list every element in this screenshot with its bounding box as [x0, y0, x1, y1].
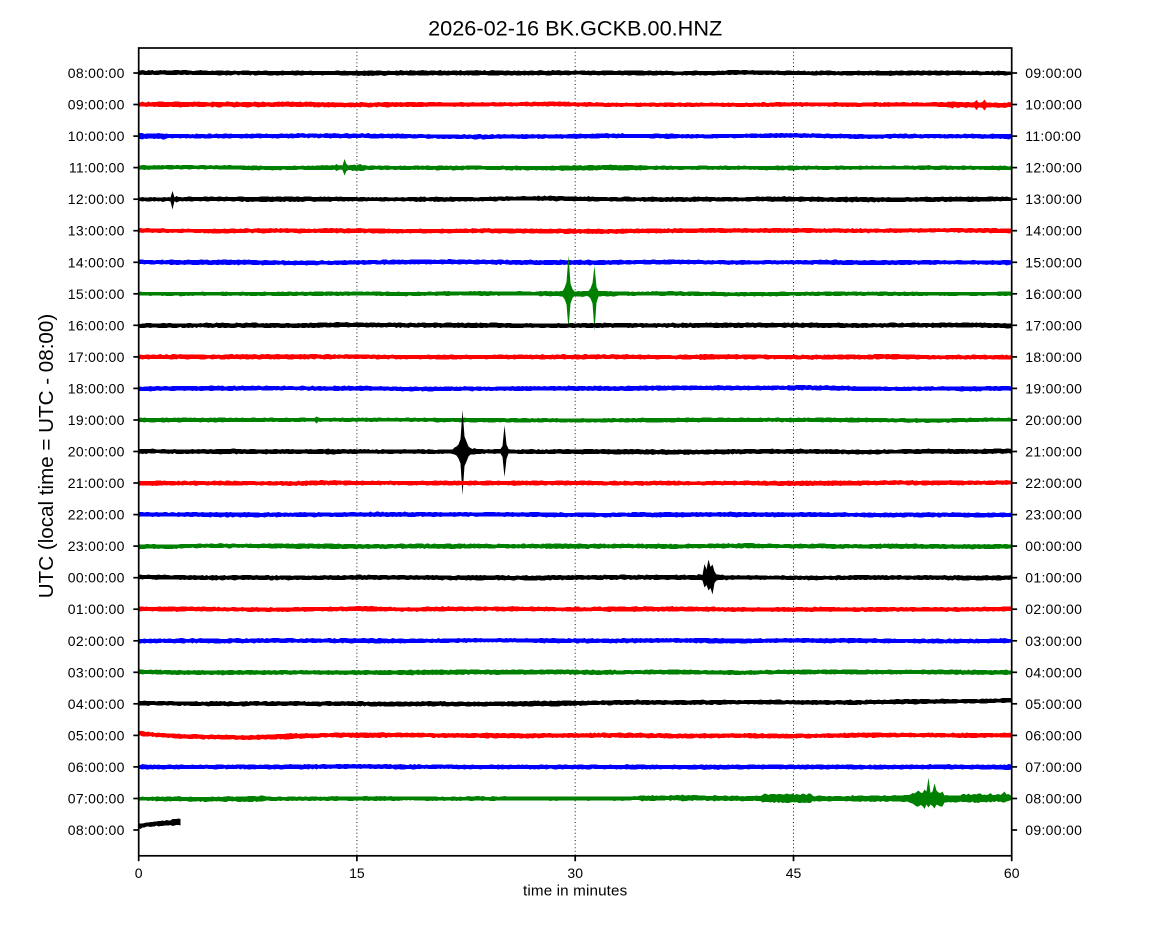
svg-text:15:00:00: 15:00:00 [1025, 254, 1082, 270]
svg-text:18:00:00: 18:00:00 [1025, 349, 1082, 365]
svg-text:12:00:00: 12:00:00 [1025, 160, 1082, 176]
svg-text:2026-02-16 BK.GCKB.00.HNZ: 2026-02-16 BK.GCKB.00.HNZ [428, 15, 722, 40]
svg-text:45: 45 [786, 865, 802, 881]
svg-text:01:00:00: 01:00:00 [1025, 570, 1082, 586]
svg-text:19:00:00: 19:00:00 [1025, 380, 1082, 396]
svg-text:16:00:00: 16:00:00 [1025, 286, 1082, 302]
svg-text:13:00:00: 13:00:00 [68, 223, 125, 239]
svg-text:23:00:00: 23:00:00 [1025, 507, 1082, 523]
svg-text:21:00:00: 21:00:00 [1025, 444, 1082, 460]
svg-text:30: 30 [567, 865, 583, 881]
svg-text:08:00:00: 08:00:00 [1025, 791, 1082, 807]
svg-text:14:00:00: 14:00:00 [68, 254, 125, 270]
svg-text:08:00:00: 08:00:00 [68, 822, 125, 838]
svg-text:22:00:00: 22:00:00 [68, 507, 125, 523]
svg-text:23:00:00: 23:00:00 [68, 538, 125, 554]
svg-text:21:00:00: 21:00:00 [68, 475, 125, 491]
svg-text:00:00:00: 00:00:00 [1025, 538, 1082, 554]
svg-text:14:00:00: 14:00:00 [1025, 223, 1082, 239]
svg-text:09:00:00: 09:00:00 [1025, 822, 1082, 838]
svg-text:17:00:00: 17:00:00 [68, 349, 125, 365]
svg-text:00:00:00: 00:00:00 [68, 570, 125, 586]
svg-text:02:00:00: 02:00:00 [1025, 601, 1082, 617]
svg-text:15: 15 [349, 865, 365, 881]
svg-text:08:00:00: 08:00:00 [68, 65, 125, 81]
svg-text:02:00:00: 02:00:00 [68, 633, 125, 649]
svg-text:19:00:00: 19:00:00 [68, 412, 125, 428]
svg-text:11:00:00: 11:00:00 [69, 160, 125, 176]
svg-text:09:00:00: 09:00:00 [1025, 65, 1082, 81]
svg-text:22:00:00: 22:00:00 [1025, 475, 1082, 491]
svg-text:15:00:00: 15:00:00 [68, 286, 125, 302]
svg-text:03:00:00: 03:00:00 [68, 664, 125, 680]
svg-text:17:00:00: 17:00:00 [1025, 317, 1082, 333]
svg-text:60: 60 [1004, 865, 1020, 881]
svg-text:04:00:00: 04:00:00 [1025, 664, 1082, 680]
svg-text:UTC (local time = UTC - 08:00): UTC (local time = UTC - 08:00) [35, 314, 58, 598]
svg-text:03:00:00: 03:00:00 [1025, 633, 1082, 649]
svg-text:10:00:00: 10:00:00 [68, 128, 125, 144]
svg-text:18:00:00: 18:00:00 [68, 380, 125, 396]
svg-text:20:00:00: 20:00:00 [68, 444, 125, 460]
svg-text:05:00:00: 05:00:00 [68, 727, 125, 743]
svg-text:time in minutes: time in minutes [523, 883, 628, 900]
svg-text:05:00:00: 05:00:00 [1025, 696, 1082, 712]
svg-text:01:00:00: 01:00:00 [68, 601, 125, 617]
svg-text:13:00:00: 13:00:00 [1025, 191, 1082, 207]
svg-text:20:00:00: 20:00:00 [1025, 412, 1082, 428]
svg-text:10:00:00: 10:00:00 [1025, 97, 1082, 113]
svg-text:0: 0 [135, 865, 143, 881]
svg-text:09:00:00: 09:00:00 [68, 97, 125, 113]
svg-text:06:00:00: 06:00:00 [1025, 727, 1082, 743]
svg-text:07:00:00: 07:00:00 [1025, 759, 1082, 775]
svg-text:07:00:00: 07:00:00 [68, 791, 125, 807]
svg-text:11:00:00: 11:00:00 [1025, 128, 1081, 144]
svg-text:16:00:00: 16:00:00 [68, 317, 125, 333]
svg-text:12:00:00: 12:00:00 [68, 191, 125, 207]
svg-text:06:00:00: 06:00:00 [68, 759, 125, 775]
svg-text:04:00:00: 04:00:00 [68, 696, 125, 712]
